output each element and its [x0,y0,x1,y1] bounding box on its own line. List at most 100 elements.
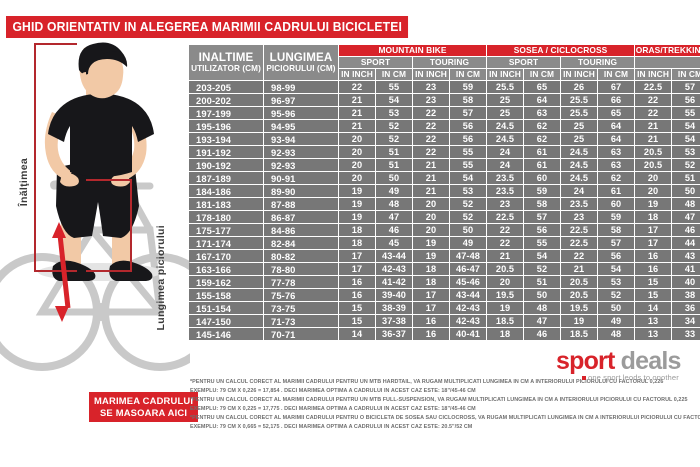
cell-size-value: 53 [598,276,635,288]
cell-size-value: 53 [450,185,487,197]
footnote-line: *PENTRU UN CALCUL CORECT AL MARIMII CADR… [190,397,688,404]
cell-size-value: 24 [487,146,524,158]
cell-leg-range: 78-80 [264,263,338,275]
cell-size-value: 14 [339,328,375,340]
cell-height-range: 184-186 [189,185,263,197]
unit-road-sport-cm: IN CM [524,69,561,80]
cell-size-value: 19.5 [487,289,524,301]
cell-size-value: 63 [598,146,635,158]
header-leg-length: LUNGIMEA PICIORULUI (CM) [264,45,338,80]
cell-size-value: 34 [672,315,700,327]
table-row: 200-202 96-97 21 54 23 58 25 64 25.5 66 22 56 [189,94,700,106]
cell-size-value: 21 [413,172,449,184]
cell-size-value: 23.5 [561,198,598,210]
cell-size-value: 47 [376,211,412,223]
cell-size-value: 23 [413,94,449,106]
cell-height-range: 187-189 [189,172,263,184]
cell-size-value: 17 [339,250,375,262]
cell-size-value: 57 [450,107,487,119]
cell-size-value: 22 [413,133,449,145]
cell-size-value: 58 [524,198,561,210]
cell-height-range: 203-205 [189,81,263,93]
cell-size-value: 54 [672,120,700,132]
cell-size-value: 13 [635,315,672,327]
footnote-line: EXEMPLU: 79 CM X 0,665 = 52,175 . DECI M… [190,424,473,431]
cell-size-value: 20.5 [561,276,598,288]
cell-size-value: 18 [487,328,524,340]
table-row: 184-186 89-90 19 49 21 53 23.5 59 24 61 20 50 [189,185,700,197]
table-row: 181-183 87-88 19 48 20 52 23 58 23.5 60 19 48 [189,198,700,210]
cell-size-value: 22 [413,146,449,158]
cell-size-value: 15 [635,289,672,301]
cell-size-value: 20.5 [635,159,672,171]
logo-tagline-text: one sport leods to onother [588,373,679,382]
subgroup-road-touring: TOURING [561,57,635,68]
cell-size-value: 21 [413,159,449,171]
cell-size-value: 63 [598,159,635,171]
table-row: 147-150 71-73 15 37-38 16 42-43 18.5 47 19 49 13 34 [189,315,700,327]
cell-size-value: 64 [598,133,635,145]
table-row: 155-158 75-76 16 39-40 17 43-44 19.5 50 20.5 52 15… [189,289,700,301]
cell-size-value: 46-47 [450,263,487,275]
cell-size-value: 21 [635,120,672,132]
cell-size-value: 22 [561,250,598,262]
cell-size-value: 26 [561,81,598,93]
cell-size-value: 24.5 [487,120,524,132]
cell-size-value: 22 [413,107,449,119]
cell-size-value: 36 [672,302,700,314]
cell-size-value: 40 [672,276,700,288]
cell-leg-range: 77-78 [264,276,338,288]
cell-size-value: 50 [524,289,561,301]
cell-size-value: 20 [635,185,672,197]
cell-size-value: 56 [524,224,561,236]
footnote-line: *PENTRU UN CALCUL CORECT AL MARIMII CADR… [190,379,664,385]
cell-size-value: 23.5 [487,172,524,184]
group-header-sosea-ciclocross: SOSEA / CICLOCROSS [487,45,635,56]
cell-size-value: 16 [339,289,375,301]
cell-size-value: 43 [672,250,700,262]
cell-size-value: 25.5 [561,107,598,119]
cell-size-value: 46 [376,224,412,236]
cell-height-range: 175-177 [189,224,263,236]
cell-size-value: 55 [450,146,487,158]
cell-size-value: 24.5 [561,159,598,171]
cell-size-value: 54 [450,172,487,184]
logo-tagline: one sport leods to onother [556,373,696,382]
cell-size-value: 33 [672,328,700,340]
subgroup-mtb-touring: TOURING [413,57,487,68]
cell-leg-range: 92-93 [264,159,338,171]
cell-size-value: 17 [413,302,449,314]
cell-height-range: 163-166 [189,263,263,275]
footnotes: *PENTRU UN CALCUL CORECT AL MARIMII CADR… [190,378,700,433]
cell-size-value: 25 [561,133,598,145]
cell-size-value: 51 [672,172,700,184]
cell-size-value: 52 [672,159,700,171]
cell-size-value: 59 [450,81,487,93]
cell-size-value: 58 [598,224,635,236]
cell-size-value: 43-44 [376,250,412,262]
table-row: 191-192 92-93 20 51 22 55 24 61 24.5 63 20.5 53 [189,146,700,158]
cell-size-value: 24 [561,185,598,197]
cell-size-value: 21 [413,185,449,197]
cell-size-value: 20.5 [487,263,524,275]
cell-size-value: 50 [598,302,635,314]
cell-size-value: 15 [635,276,672,288]
cell-size-value: 21 [339,94,375,106]
cell-size-value: 20 [635,172,672,184]
cell-size-value: 22 [635,94,672,106]
cell-size-value: 19 [339,198,375,210]
cell-size-value: 22.5 [487,211,524,223]
cell-size-value: 56 [450,133,487,145]
cell-size-value: 25 [561,120,598,132]
cell-size-value: 56 [672,94,700,106]
cell-size-value: 18 [413,276,449,288]
cell-leg-range: 96-97 [264,94,338,106]
cell-size-value: 53 [672,146,700,158]
cell-leg-range: 94-95 [264,120,338,132]
leg-length-measure-label: Lungimea piciorului [155,225,167,331]
cell-size-value: 20 [413,198,449,210]
table-row: 175-177 84-86 18 46 20 50 22 56 22.5 58 17 46 [189,224,700,236]
cell-leg-range: 71-73 [264,315,338,327]
cell-size-value: 51 [376,146,412,158]
cell-size-value: 25.5 [487,81,524,93]
